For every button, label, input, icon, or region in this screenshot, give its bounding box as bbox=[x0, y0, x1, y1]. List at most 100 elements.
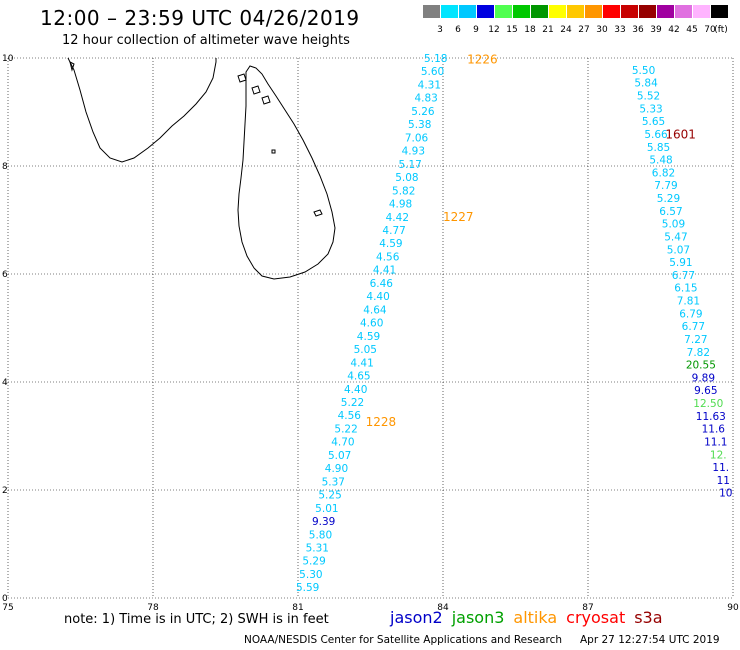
wave-height-value: 4.77 bbox=[382, 225, 405, 237]
wave-height-value: 4.41 bbox=[373, 265, 396, 277]
wave-height-value: 20.55 bbox=[686, 360, 716, 372]
pass-time-label: 1228 bbox=[366, 415, 397, 429]
y-tick-label: 0 bbox=[2, 594, 8, 604]
map-title: 12:00 – 23:59 UTC 04/26/2019 bbox=[40, 6, 360, 30]
wave-height-value: 5.08 bbox=[395, 172, 418, 184]
colorbar-label: 3 bbox=[437, 25, 443, 35]
wave-height-value: 5.29 bbox=[302, 556, 325, 568]
y-tick-label: 4 bbox=[2, 378, 8, 388]
colorbar-swatch bbox=[711, 5, 728, 18]
colorbar-label: 9 bbox=[473, 25, 479, 35]
wave-height-value: 11. bbox=[712, 462, 729, 474]
wave-height-value: 7.79 bbox=[654, 180, 677, 192]
x-tick-label: 84 bbox=[437, 603, 449, 610]
wave-height-value: 4.93 bbox=[402, 146, 425, 158]
colorbar-swatch bbox=[693, 5, 710, 18]
sri-lanka-coastline bbox=[237, 65, 336, 280]
y-tick-label: 10 bbox=[2, 54, 14, 64]
wave-height-value: 5.38 bbox=[408, 119, 431, 131]
wave-height-value: 4.60 bbox=[360, 318, 383, 330]
jaffna-islets bbox=[237, 73, 271, 105]
wave-height-value: 6.15 bbox=[674, 283, 697, 295]
pass-time-label: 1601 bbox=[665, 128, 696, 142]
wave-height-value: 4.31 bbox=[418, 79, 441, 91]
wave-height-value: 5.65 bbox=[642, 116, 665, 128]
wave-height-value: 5.48 bbox=[649, 155, 672, 167]
wave-height-value: 5.50 bbox=[632, 65, 655, 77]
wave-height-value: 5.07 bbox=[667, 244, 690, 256]
wave-height-value: 5.52 bbox=[637, 91, 660, 103]
wave-height-value: 4.41 bbox=[350, 357, 373, 369]
colorbar-swatch bbox=[459, 5, 476, 18]
colorbar-swatch bbox=[621, 5, 638, 18]
x-tick-label: 90 bbox=[727, 603, 739, 610]
wave-height-value: 4.40 bbox=[344, 384, 367, 396]
credit-line: NOAA/NESDIS Center for Satellite Applica… bbox=[244, 634, 562, 646]
colorbar-swatch bbox=[657, 5, 674, 18]
wave-height-value: 6.77 bbox=[682, 321, 705, 333]
footnote: note: 1) Time is in UTC; 2) SWH is in fe… bbox=[64, 612, 329, 627]
pass-time-label: 1227 bbox=[443, 210, 474, 224]
wave-height-value: 11.63 bbox=[696, 411, 726, 423]
lat-lon-grid bbox=[7, 57, 734, 599]
wave-height-value: 4.90 bbox=[325, 463, 348, 475]
colorbar-label: 45 bbox=[686, 25, 698, 35]
wave-height-value: 5.85 bbox=[647, 142, 670, 154]
wave-height-value: 5.29 bbox=[657, 193, 680, 205]
colorbar-swatch bbox=[567, 5, 584, 18]
colorbar-label: 27 bbox=[578, 25, 590, 35]
wave-height-value: 5.17 bbox=[398, 159, 421, 171]
colorbar-swatch bbox=[441, 5, 458, 18]
wave-height-value: 5.59 bbox=[296, 582, 319, 594]
wave-height-value: 5.91 bbox=[669, 257, 692, 269]
altimeter-tracks: 5.185.604.31 4.835.265.387.06 4.935.175.08… bbox=[296, 53, 732, 594]
colorbar-swatch bbox=[549, 5, 566, 18]
x-tick-label: 81 bbox=[292, 603, 303, 610]
india-coastline bbox=[67, 57, 217, 163]
wave-height-value: 4.56 bbox=[376, 251, 400, 263]
wave-height-value: 5.37 bbox=[322, 476, 345, 488]
small-islands bbox=[271, 149, 323, 217]
colorbar-swatch bbox=[477, 5, 494, 18]
map-subtitle: 12 hour collection of altimeter wave hei… bbox=[62, 33, 350, 48]
wave-height-value: 4.59 bbox=[379, 238, 402, 250]
colorbar-swatch bbox=[639, 5, 656, 18]
wave-height-value: 6.82 bbox=[652, 167, 675, 179]
wave-height-value: 4.70 bbox=[331, 437, 354, 449]
wave-height-value: 5.84 bbox=[634, 78, 658, 90]
colorbar-label: 30 bbox=[596, 25, 608, 35]
wave-height-value: 6.57 bbox=[659, 206, 682, 218]
wave-height-value: 7.06 bbox=[405, 132, 429, 144]
wave-height-value: 11.6 bbox=[702, 424, 726, 436]
wave-height-value: 4.65 bbox=[347, 371, 370, 383]
colorbar-swatch bbox=[603, 5, 620, 18]
satellite-legend: jason2 jason3 altika cryosat s3a bbox=[390, 608, 672, 627]
wave-height-value: 9.89 bbox=[692, 372, 715, 384]
wave-height-map: 5.185.604.31 4.835.265.387.06 4.935.175.08… bbox=[2, 53, 739, 610]
wave-height-value: 4.40 bbox=[366, 291, 389, 303]
wave-height-value: 5.09 bbox=[662, 219, 685, 231]
wave-height-value: 5.33 bbox=[639, 103, 662, 115]
wave-height-value: 4.59 bbox=[357, 331, 380, 343]
wave-height-value: 5.82 bbox=[392, 185, 415, 197]
colorbar-label: 21 bbox=[542, 25, 554, 35]
y-tick-label: 8 bbox=[2, 162, 8, 172]
wave-height-value: 5.60 bbox=[421, 66, 444, 78]
wave-height-value: 12.50 bbox=[693, 398, 723, 410]
wave-height-value: 4.64 bbox=[363, 304, 387, 316]
x-tick-label: 78 bbox=[147, 603, 159, 610]
wave-height-value: 7.27 bbox=[684, 334, 707, 346]
x-tick-label: 87 bbox=[582, 603, 593, 610]
legend-altika: altika bbox=[513, 608, 558, 627]
colorbar-label: 12 bbox=[488, 25, 500, 35]
colorbar-label: 39 bbox=[650, 25, 662, 35]
wave-height-value: 12. bbox=[710, 449, 727, 461]
wave-height-value: 9.39 bbox=[312, 516, 335, 528]
wave-height-value: 6.77 bbox=[672, 270, 695, 282]
wave-height-value: 4.56 bbox=[338, 410, 362, 422]
colorbar-label: 36 bbox=[632, 25, 644, 35]
colorbar-swatch bbox=[531, 5, 548, 18]
wave-height-value: 7.81 bbox=[677, 296, 700, 308]
colorbar-label: 42 bbox=[668, 25, 680, 35]
wave-height-value: 4.98 bbox=[389, 199, 412, 211]
